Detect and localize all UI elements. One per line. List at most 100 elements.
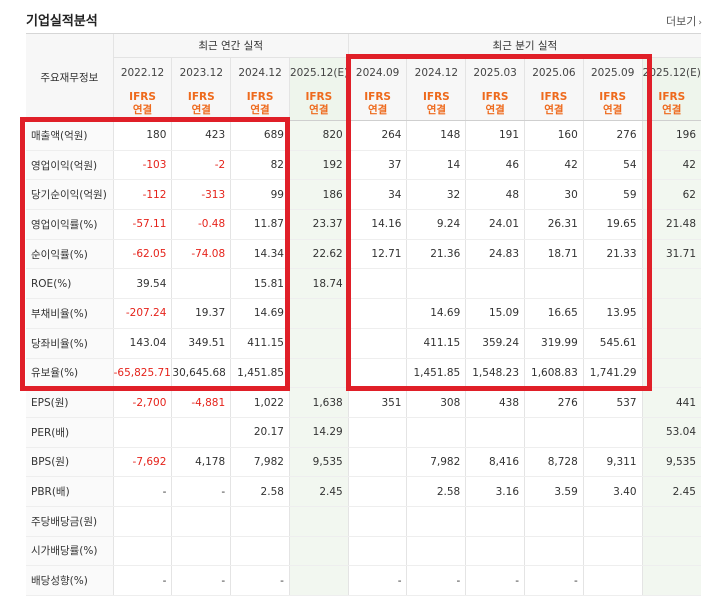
table-cell: 39.54 bbox=[112, 268, 172, 300]
table-cell: 14.69 bbox=[406, 298, 466, 329]
table-cell: 24.83 bbox=[465, 239, 525, 270]
quarter-group-header: 최근 분기 실적 bbox=[347, 33, 701, 58]
table-cell: -62.05 bbox=[112, 239, 172, 270]
table-cell: -207.24 bbox=[112, 298, 172, 329]
table-cell: 1,741.29 bbox=[582, 358, 643, 389]
financial-summary-table: 주요재무정보 최근 연간 실적 최근 분기 실적 2022.12 2023.12 2… bbox=[26, 33, 701, 596]
basis-top-label: IFRS bbox=[658, 90, 686, 103]
row-label: ROE(%) bbox=[26, 268, 114, 300]
table-cell: - bbox=[171, 565, 231, 596]
table-cell bbox=[524, 506, 584, 537]
table-cell bbox=[112, 506, 172, 537]
basis-bottom-label: 연결 bbox=[662, 103, 682, 116]
table-cell: -2,700 bbox=[112, 387, 172, 418]
table-cell: 2.58 bbox=[230, 476, 290, 507]
table-cell bbox=[230, 536, 290, 567]
table-cell bbox=[288, 536, 349, 567]
table-cell: 2.45 bbox=[641, 476, 701, 507]
table-cell: 23.37 bbox=[288, 209, 349, 240]
row-label: 당기순이익(억원) bbox=[26, 179, 114, 211]
table-row: 배당성향(%) - - - - - - - bbox=[26, 565, 701, 596]
table-cell: -57.11 bbox=[112, 209, 172, 240]
table-cell bbox=[112, 417, 172, 448]
table-cell: 16.65 bbox=[524, 298, 584, 329]
table-cell bbox=[288, 506, 349, 537]
table-cell bbox=[347, 298, 407, 329]
table-cell bbox=[524, 268, 584, 300]
basis-header: IFRS 연결 bbox=[641, 87, 701, 121]
table-row: 주당배당금(원) bbox=[26, 506, 701, 537]
table-cell bbox=[288, 358, 349, 389]
table-row: ROE(%) 39.54 15.81 18.74 bbox=[26, 268, 701, 300]
table-cell: -4,881 bbox=[171, 387, 231, 418]
table-cell: 1,548.23 bbox=[465, 358, 525, 389]
period-header: 2022.12 bbox=[112, 57, 172, 87]
table-cell: 3.59 bbox=[524, 476, 584, 507]
table-cell: 32 bbox=[406, 179, 466, 211]
table-cell: 15.09 bbox=[465, 298, 525, 329]
basis-top-label: IFRS bbox=[481, 90, 509, 103]
table-cell: 13.95 bbox=[582, 298, 643, 329]
table-cell: 15.81 bbox=[230, 268, 290, 300]
table-cell: 46 bbox=[465, 150, 525, 181]
table-cell: 264 bbox=[347, 120, 407, 151]
basis-bottom-label: 연결 bbox=[309, 103, 329, 116]
table-cell: 1,022 bbox=[230, 387, 290, 418]
table-cell: 191 bbox=[465, 120, 525, 151]
table-row: 당좌비율(%) 143.04 349.51 411.15 411.15 359.24 319… bbox=[26, 328, 701, 359]
table-cell: - bbox=[230, 565, 290, 596]
table-cell: 689 bbox=[230, 120, 290, 151]
table-cell: 20.17 bbox=[230, 417, 290, 448]
table-cell bbox=[641, 565, 701, 596]
table-cell: 196 bbox=[641, 120, 701, 151]
table-cell: 276 bbox=[582, 120, 643, 151]
table-cell bbox=[406, 417, 466, 448]
table-cell bbox=[641, 358, 701, 389]
table-cell: 14 bbox=[406, 150, 466, 181]
table-cell bbox=[347, 358, 407, 389]
row-label: BPS(원) bbox=[26, 447, 114, 478]
table-cell bbox=[406, 506, 466, 537]
table-cell bbox=[465, 536, 525, 567]
table-cell: 21.33 bbox=[582, 239, 643, 270]
table-row: 유보율(%) -65,825.71 30,645.68 1,451.85 1,451.8… bbox=[26, 358, 701, 389]
table-cell: 1,451.85 bbox=[406, 358, 466, 389]
annual-group-header: 최근 연간 실적 bbox=[112, 33, 349, 58]
table-row: 당기순이익(억원) -112 -313 99 186 34 32 48 30 59 62 bbox=[26, 179, 701, 211]
table-cell: 34 bbox=[347, 179, 407, 211]
basis-bottom-label: 연결 bbox=[132, 103, 153, 116]
row-label: 유보율(%) bbox=[26, 358, 114, 389]
basis-header: IFRS 연결 bbox=[230, 87, 290, 121]
basis-header: IFRS 연결 bbox=[347, 87, 407, 121]
financial-table-wrap: 주요재무정보 최근 연간 실적 최근 분기 실적 2022.12 2023.12 2… bbox=[26, 33, 701, 596]
table-cell: 9,535 bbox=[288, 447, 349, 478]
table-cell bbox=[171, 506, 231, 537]
table-cell: 37 bbox=[347, 150, 407, 181]
table-cell bbox=[582, 565, 643, 596]
table-row: 매출액(억원) 180 423 689 820 264 148 191 160 276 196 bbox=[26, 120, 701, 151]
table-row: 순이익률(%) -62.05 -74.08 14.34 22.62 12.71 21.36 2… bbox=[26, 239, 701, 270]
table-cell: 7,982 bbox=[406, 447, 466, 478]
table-cell: 26.31 bbox=[524, 209, 584, 240]
table-cell bbox=[171, 268, 231, 300]
basis-bottom-label: 연결 bbox=[426, 103, 447, 116]
table-cell: 192 bbox=[288, 150, 349, 181]
period-header: 2025.06 bbox=[524, 57, 584, 87]
basis-bottom-label: 연결 bbox=[250, 103, 270, 116]
table-cell: 3.40 bbox=[582, 476, 643, 507]
more-link[interactable]: 더보기 › bbox=[666, 15, 702, 28]
table-cell: 9,535 bbox=[641, 447, 701, 478]
table-cell bbox=[582, 506, 643, 537]
row-label-header: 주요재무정보 bbox=[26, 33, 114, 121]
table-cell: - bbox=[171, 476, 231, 507]
period-header: 2024.12 bbox=[230, 57, 290, 87]
table-cell: 42 bbox=[641, 150, 701, 181]
basis-top-label: IFRS bbox=[305, 90, 333, 103]
table-cell: 9.24 bbox=[406, 209, 466, 240]
basis-top-label: IFRS bbox=[187, 90, 215, 103]
table-row: 시가배당률(%) bbox=[26, 536, 701, 567]
table-cell: 24.01 bbox=[465, 209, 525, 240]
row-label: PER(배) bbox=[26, 417, 114, 448]
table-cell: 54 bbox=[582, 150, 643, 181]
table-cell: -313 bbox=[171, 179, 231, 211]
